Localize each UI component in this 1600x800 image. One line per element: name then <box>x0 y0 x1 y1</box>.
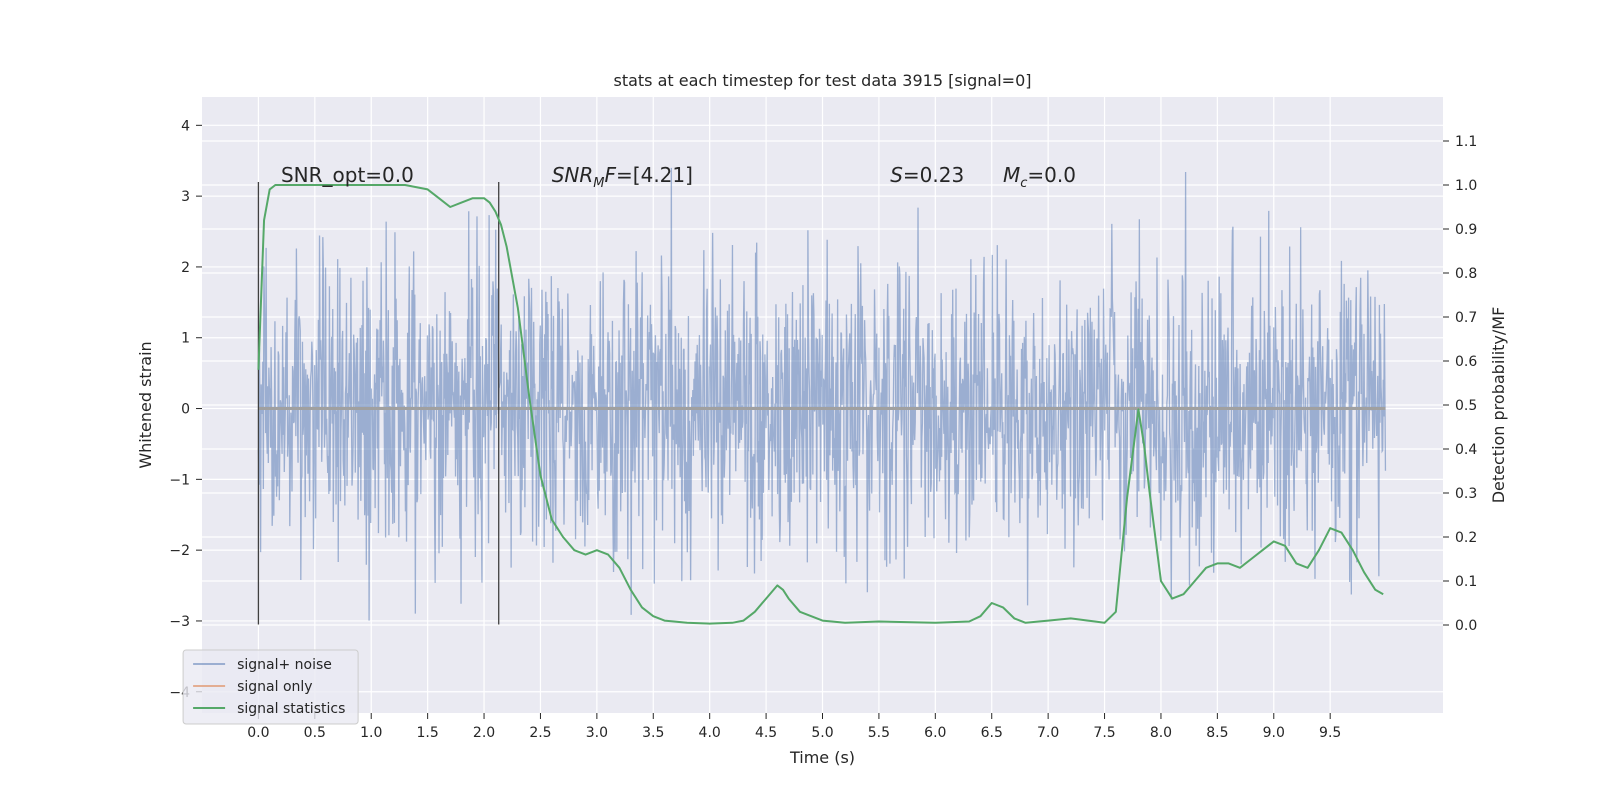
annotation-label: Mc=0.0 <box>1003 163 1076 191</box>
x-tick-label: 6.0 <box>924 725 946 741</box>
y-right-tick-label: 0.2 <box>1455 530 1477 546</box>
legend-label: signal+ noise <box>237 657 332 673</box>
x-tick-label: 7.0 <box>1037 725 1059 741</box>
y-right-tick-label: 0.5 <box>1455 398 1477 414</box>
annotation-label: S=0.23 <box>890 163 964 187</box>
y-left-tick-label: −1 <box>169 472 190 488</box>
y-right-tick-label: 0.4 <box>1455 442 1477 458</box>
x-tick-label: 6.5 <box>981 725 1003 741</box>
chart-title: stats at each timestep for test data 391… <box>613 71 1031 90</box>
legend-label: signal only <box>237 679 312 695</box>
y-left-tick-label: 0 <box>181 402 190 418</box>
x-tick-label: 9.5 <box>1319 725 1341 741</box>
legend: signal+ noise signal only signal statistic… <box>182 649 359 725</box>
y-right-tick-label: 1.1 <box>1455 134 1477 150</box>
y-right-tick-label: 1.0 <box>1455 178 1477 194</box>
y-left-axis-title: Whitened strain <box>136 341 155 468</box>
y-left-tick-label: 3 <box>181 189 190 205</box>
legend-frame <box>182 649 359 725</box>
y-right-tick-label: 0.1 <box>1455 574 1477 590</box>
x-tick-label: 4.5 <box>755 725 777 741</box>
x-tick-label: 7.5 <box>1093 725 1115 741</box>
series-line-signal-statistics <box>257 184 1384 625</box>
x-axis-title: Time (s) <box>789 748 855 767</box>
y-right-tick-label: 0.8 <box>1455 266 1477 282</box>
y-right-tick-label: 0.0 <box>1455 618 1477 634</box>
x-tick-label: 1.0 <box>360 725 382 741</box>
x-axis-ticks: 0.0 0.5 1.0 1.5 2.0 2.5 3.0 3.5 4.0 4.5 5.0 5.5 6.0 6… <box>247 713 1341 741</box>
series-line-signal-plus-noise <box>257 167 1387 621</box>
y-left-tick-label: 2 <box>181 260 190 276</box>
x-tick-label: 4.0 <box>699 725 721 741</box>
y-left-tick-label: 1 <box>181 331 190 347</box>
x-tick-label: 9.0 <box>1263 725 1285 741</box>
annotations: SNR_opt=0.0 SNRMF=[4.21] S=0.23 Mc=0.0 <box>281 163 1076 191</box>
x-tick-label: 2.5 <box>529 725 551 741</box>
x-tick-label: 2.0 <box>473 725 495 741</box>
annotation-label: SNR_opt=0.0 <box>281 163 414 187</box>
series-signal-statistics <box>257 184 1384 625</box>
legend-label: signal statistics <box>237 701 345 717</box>
x-tick-label: 5.0 <box>811 725 833 741</box>
x-tick-label: 1.5 <box>417 725 439 741</box>
series-signal-plus-noise <box>257 167 1387 621</box>
y-left-tick-label: −2 <box>169 543 190 559</box>
y-right-tick-label: 0.7 <box>1455 310 1477 326</box>
vertical-markers <box>257 181 500 625</box>
x-tick-label: 0.5 <box>304 725 326 741</box>
x-tick-label: 0.0 <box>247 725 269 741</box>
x-tick-label: 3.0 <box>586 725 608 741</box>
x-tick-label: 8.5 <box>1206 725 1228 741</box>
x-tick-label: 5.5 <box>868 725 890 741</box>
y-right-tick-label: 0.9 <box>1455 222 1477 238</box>
x-tick-label: 8.0 <box>1150 725 1172 741</box>
y-right-tick-label: 0.6 <box>1455 354 1477 370</box>
x-tick-label: 3.5 <box>642 725 664 741</box>
y-right-axis-ticks: 0.0 0.1 0.2 0.3 0.4 0.5 0.6 0.7 0.8 0.9 1.0 1.1 <box>1443 134 1477 634</box>
annotation-label: SNRMF=[4.21] <box>552 163 693 191</box>
y-left-tick-label: 4 <box>181 118 190 134</box>
y-right-tick-label: 0.3 <box>1455 486 1477 502</box>
y-right-axis-title: Detection probability/MF <box>1489 307 1508 504</box>
y-left-tick-label: −3 <box>169 614 190 630</box>
